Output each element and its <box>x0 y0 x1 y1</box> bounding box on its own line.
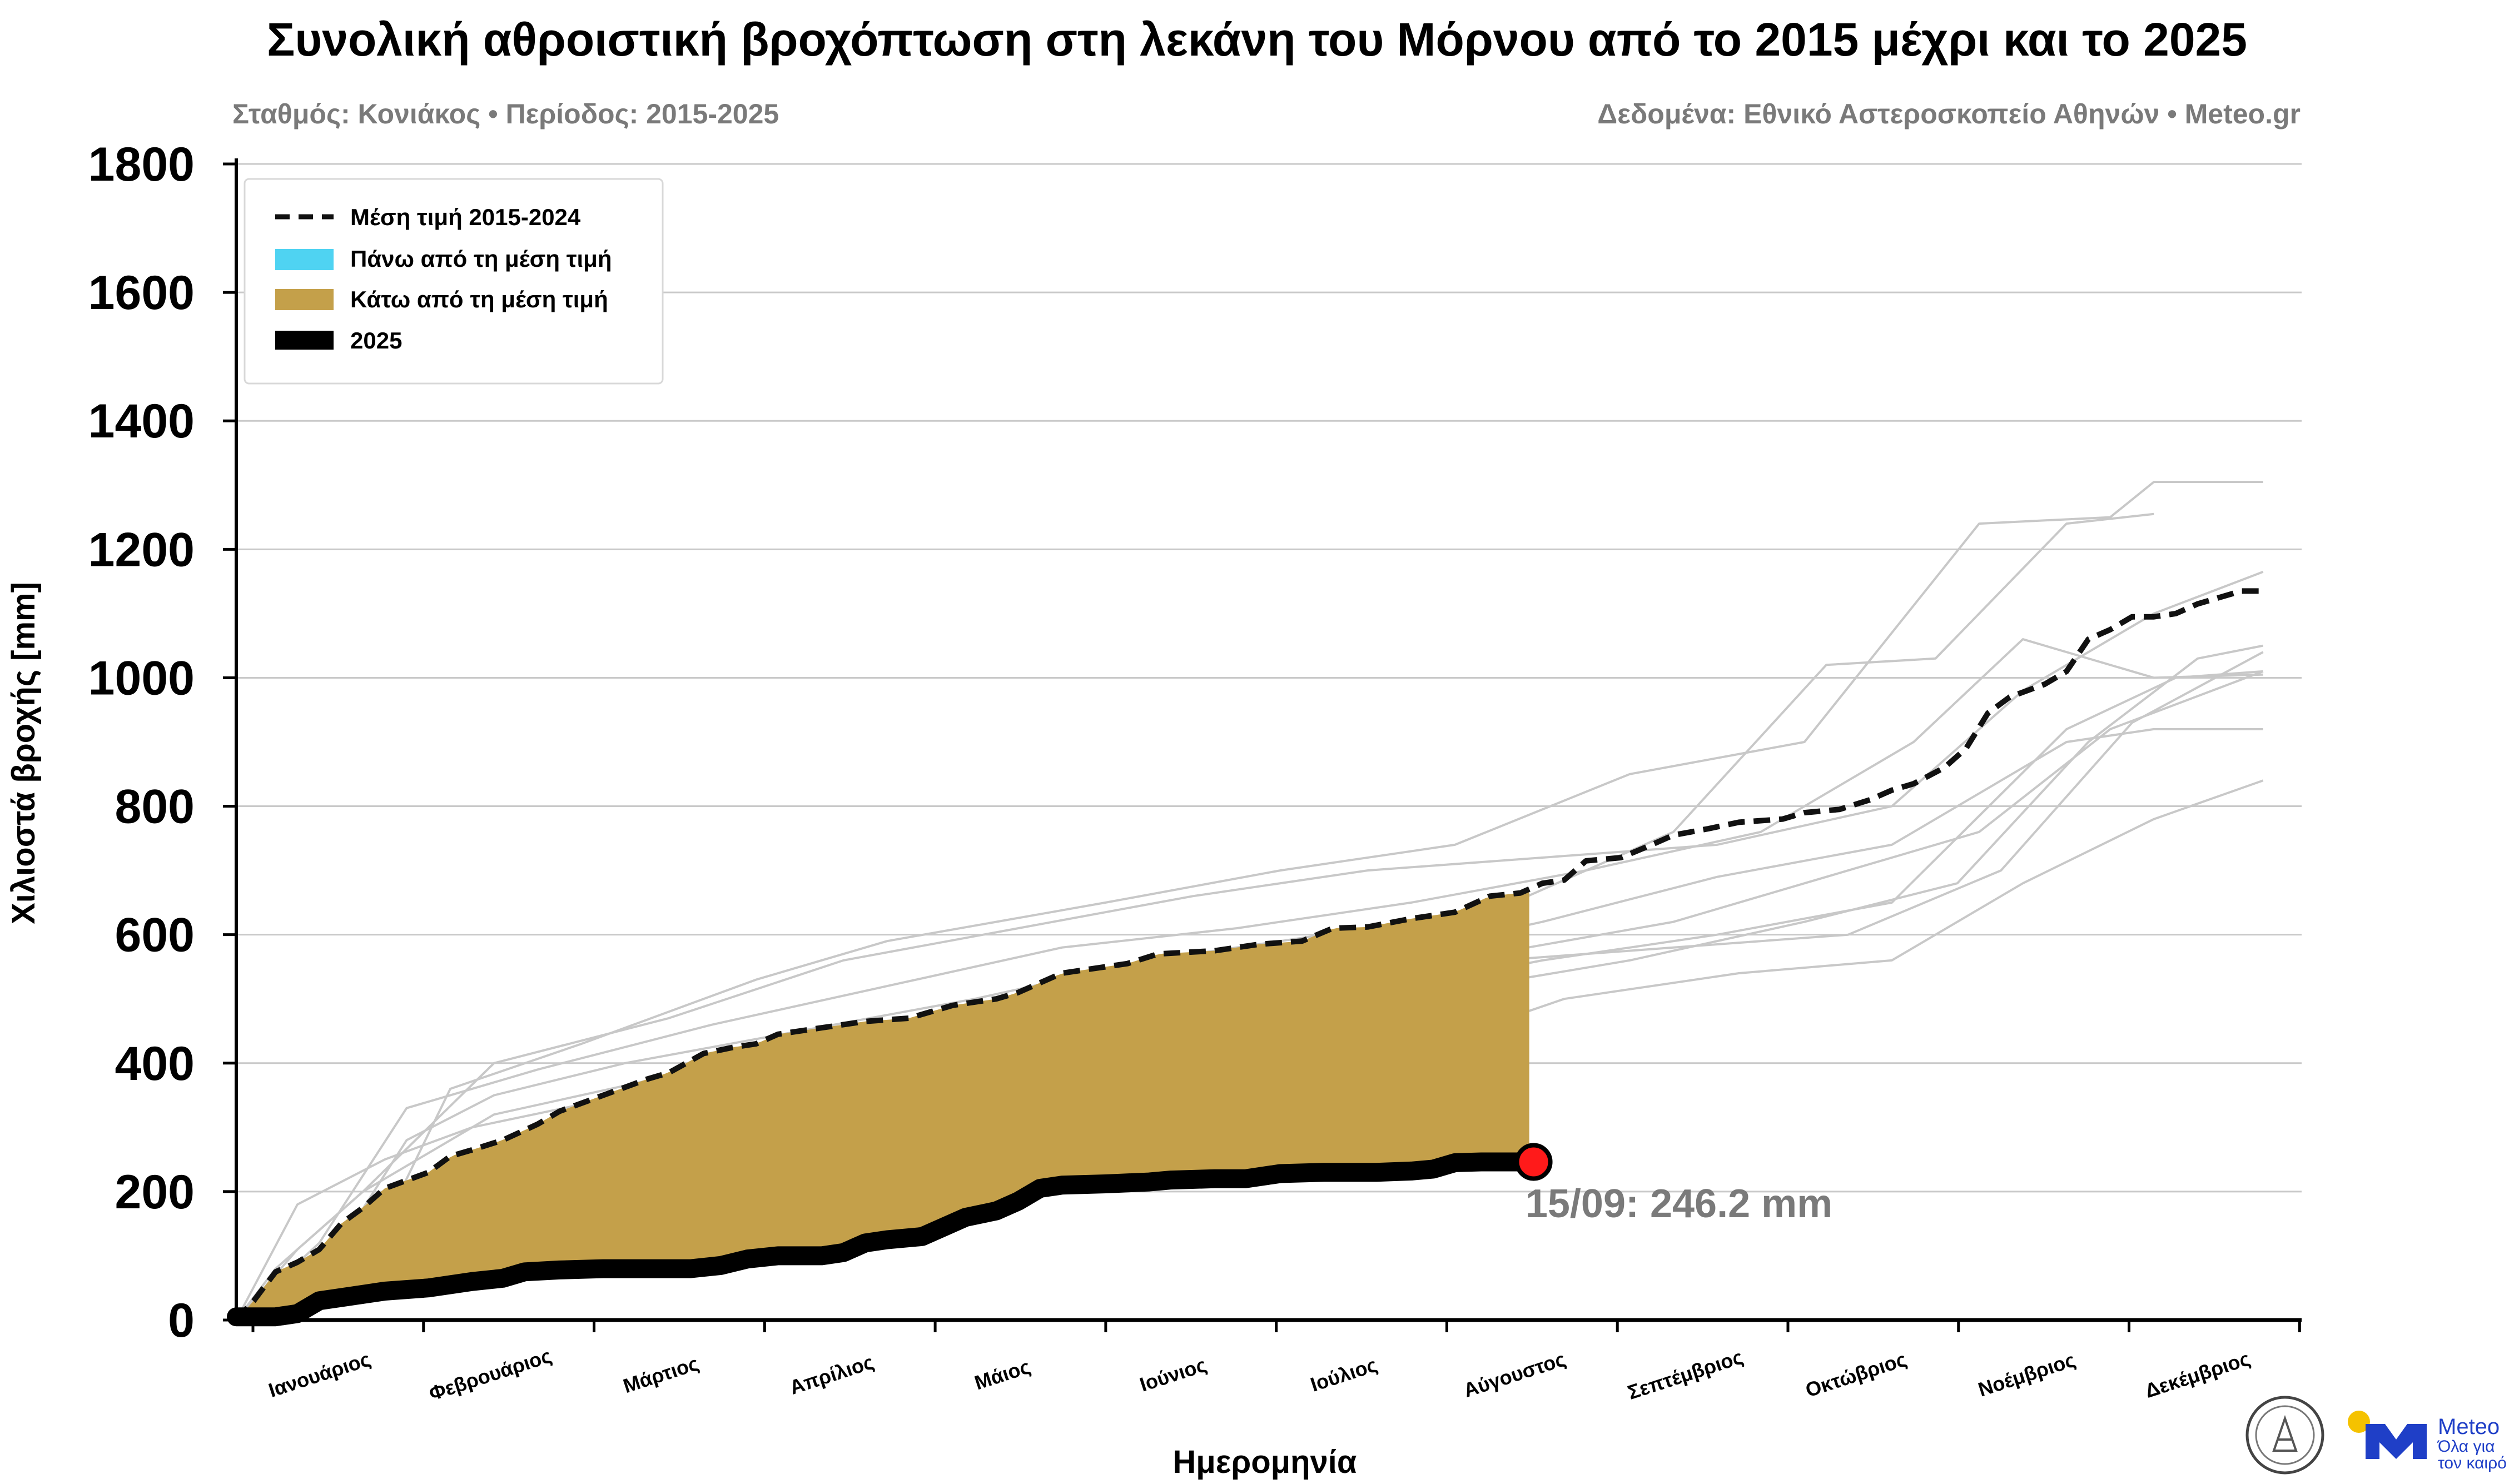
x-tick-label: Ιανουάριος <box>266 1347 374 1402</box>
below-mean-fill-layer <box>236 889 1529 1320</box>
legend-above-label: Πάνω από τη μέση τιμή <box>350 246 612 272</box>
x-tick-label: Δεκέμβριος <box>2142 1347 2253 1402</box>
line-2025 <box>227 1152 1543 1327</box>
legend-below-swatch <box>275 289 334 310</box>
below-mean-area <box>236 889 1529 1320</box>
x-tick-label: Ιούλιος <box>1308 1353 1380 1396</box>
x-tick-label: Νοέμβριος <box>1975 1348 2078 1401</box>
y-tick-label: 1600 <box>88 266 195 320</box>
x-tick-label: Φεβρουάριος <box>426 1344 554 1405</box>
meteo-name: Meteo <box>2438 1415 2500 1439</box>
legend-mean-label: Μέση τιμή 2015-2024 <box>350 204 581 230</box>
x-axis-label: Ημερομηνία <box>1172 1444 1357 1480</box>
meteo-tagline-1: Όλα για <box>2437 1437 2495 1456</box>
meteo-logo: Meteo Όλα για τον καιρό <box>2348 1411 2507 1472</box>
mean-line <box>234 588 2263 1322</box>
legend-above-swatch <box>275 249 334 270</box>
highlight-annotation: 15/09: 246.2 mm <box>1526 1182 1832 1226</box>
sun-icon <box>2348 1411 2370 1433</box>
mean-line-layer <box>234 588 2263 1322</box>
meteo-tagline-2: τον καιρό <box>2438 1454 2507 1472</box>
noa-seal-logo <box>2245 1396 2324 1475</box>
x-tick-label: Μάιος <box>972 1355 1033 1395</box>
legend-below-label: Κάτω από τη μέση τιμή <box>350 286 608 312</box>
chart-title: Συνολική αθροιστική βροχόπτωση στη λεκάν… <box>267 13 2247 66</box>
past-year-line <box>236 481 2263 1321</box>
x-tick-label: Αύγουστος <box>1460 1347 1568 1402</box>
y-tick-label: 1400 <box>88 395 195 448</box>
x-tick-label: Απρίλιος <box>787 1350 877 1398</box>
x-tick-label: Οκτώβριος <box>1802 1347 1909 1401</box>
y-tick-label: 1200 <box>88 523 195 576</box>
y-tick-label: 800 <box>115 780 195 834</box>
x-tick-label: Σεπτέμβριος <box>1625 1345 1746 1404</box>
grid-layer <box>236 163 2302 1193</box>
past-year-line <box>235 570 2264 1321</box>
legend-box <box>244 178 664 385</box>
chart-subtitle-left: Σταθμός: Κονιάκος • Περίοδος: 2015-2025 <box>232 98 779 130</box>
y-tick-label: 0 <box>168 1294 195 1347</box>
highlight-point <box>1514 1143 1553 1181</box>
legend-2025-label: 2025 <box>350 327 402 353</box>
y-axis-label: Χιλιοστά βροχής [mm] <box>6 582 42 924</box>
meteo-m-icon <box>2366 1424 2427 1459</box>
y-tick-label: 200 <box>115 1166 195 1219</box>
legend: Μέση τιμή 2015-2024 Πάνω από τη μέση τιμ… <box>244 178 664 385</box>
y-tick-label: 1000 <box>88 651 195 705</box>
y-tick-label: 1800 <box>88 138 195 191</box>
y-tick-label: 600 <box>115 909 195 962</box>
past-year-line <box>235 638 2263 1321</box>
x-tick-label: Ιούνιος <box>1137 1353 1209 1396</box>
y-tick-label: 400 <box>115 1037 195 1090</box>
current-year-layer <box>227 1143 1553 1327</box>
x-tick-label: Μάρτιος <box>620 1352 702 1397</box>
chart-subtitle-right: Δεδομένα: Εθνικό Αστεροσκοπείο Αθηνών • … <box>1597 98 2301 130</box>
